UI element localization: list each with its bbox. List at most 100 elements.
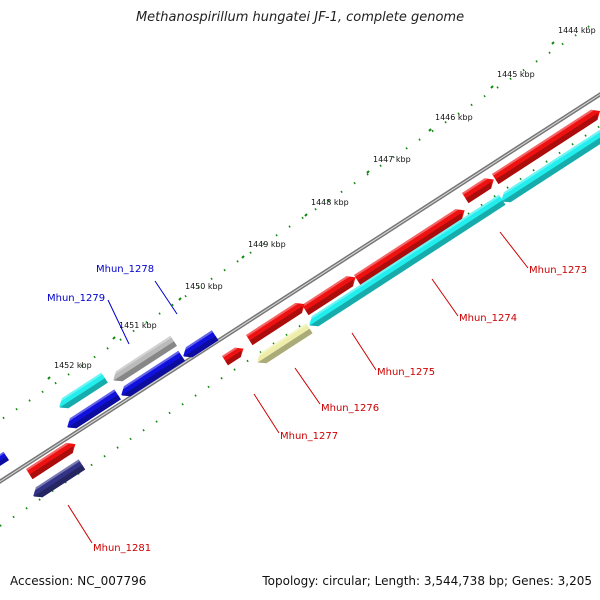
- gene-arrow-mhun-1276: [246, 302, 305, 346]
- tick-dot-lower: [285, 333, 288, 337]
- tick-dot-upper: [249, 251, 252, 254]
- tick-dot-lower: [103, 455, 106, 458]
- tick-dot-lower: [38, 498, 41, 501]
- tick-label: 1447 kbp: [373, 155, 411, 164]
- gene-arrow-blue-1279: [121, 350, 185, 397]
- tick-dot-lower: [480, 203, 483, 207]
- tick-dot-upper: [444, 121, 447, 124]
- tick-dot-lower: [584, 134, 587, 137]
- gene-arrow-cyan-left: [59, 372, 108, 409]
- genome-summary-text: Topology: circular; Length: 3,544,738 bp…: [262, 574, 592, 588]
- tick-dot-upper: [392, 155, 395, 159]
- tick-dot-upper: [483, 94, 486, 98]
- gene-label: Mhun_1276: [321, 403, 379, 414]
- tick-dot-lower: [116, 446, 119, 449]
- tick-dot-upper: [327, 199, 330, 202]
- tick-dot-upper: [15, 407, 18, 411]
- tick-dot-upper: [561, 42, 564, 46]
- tick-dot-lower: [597, 125, 600, 129]
- tick-dot-lower: [493, 195, 496, 198]
- tick-dot-lower: [90, 463, 93, 467]
- tick-dot-lower: [545, 160, 548, 163]
- tick-dot-upper: [340, 190, 343, 194]
- tick-dot-upper: [28, 399, 31, 402]
- gene-arrow-mhun-1275: [302, 276, 356, 316]
- tick-dot-upper: [275, 234, 278, 237]
- gene-label-leader: [351, 332, 377, 371]
- tick-dot-upper: [496, 86, 499, 89]
- tick-dot-lower: [12, 515, 15, 519]
- tick-dot-upper: [366, 173, 369, 176]
- tick-dot-upper: [236, 260, 239, 263]
- gene-arrow-gray: [113, 335, 177, 382]
- tick-label: 1444 kbp: [558, 26, 596, 35]
- tick-dot-lower: [155, 420, 158, 423]
- tick-dot-lower: [181, 403, 184, 406]
- tick-dot-lower: [272, 342, 275, 345]
- tick-dot-lower: [571, 143, 574, 146]
- tick-dot-upper: [574, 34, 577, 37]
- tick-dot-upper: [2, 416, 5, 420]
- tick-dot-upper: [210, 277, 213, 281]
- tick-mark: [47, 376, 51, 380]
- tick-dot-upper: [171, 303, 174, 307]
- gene-label: Mhun_1277: [280, 431, 338, 442]
- gene-label: Mhun_1273: [529, 265, 587, 276]
- gene-arrow-mhun-1274a: [462, 178, 494, 204]
- gene-arrow-yellow: [257, 323, 313, 364]
- tick-dot-upper: [431, 129, 434, 133]
- gene-label: Mhun_1279: [47, 293, 105, 304]
- tick-dot-lower: [532, 169, 535, 172]
- tick-dot-upper: [132, 329, 135, 333]
- tick-dot-upper: [184, 294, 187, 298]
- gene-label-leader: [499, 231, 529, 269]
- map-title: Methanospirillum hungatei JF-1, complete…: [135, 10, 465, 25]
- tick-dot-upper: [587, 25, 590, 28]
- tick-dot-upper: [457, 112, 460, 115]
- tick-label: 1446 kbp: [435, 113, 473, 122]
- tick-dot-upper: [197, 286, 200, 289]
- accession-text: Accession: NC_007796: [10, 574, 147, 588]
- gene-arrow-navy: [33, 459, 86, 498]
- tick-dot-lower: [246, 359, 249, 363]
- gene-label: Mhun_1278: [96, 264, 154, 275]
- gene-label-leader: [294, 367, 321, 405]
- tick-mark: [241, 255, 245, 259]
- tick-mark: [551, 41, 555, 45]
- tick-dot-lower: [519, 177, 522, 181]
- tick-dot-lower: [64, 481, 67, 484]
- gene-label-leader: [253, 393, 280, 434]
- tick-dot-lower: [168, 411, 171, 415]
- tick-dot-upper: [522, 68, 525, 72]
- gene-label-leader: [154, 280, 178, 315]
- tick-mark: [178, 297, 182, 301]
- tick-dot-lower: [298, 325, 301, 328]
- tick-dot-upper: [353, 181, 356, 185]
- tick-dot-upper: [93, 355, 96, 359]
- tick-mark: [112, 336, 116, 340]
- gene-arrow-mhun-1281: [26, 442, 76, 480]
- tick-mark: [428, 128, 432, 132]
- gene-arrow-cyan-upper: [501, 129, 600, 203]
- gene-arrow-mhun-1277: [222, 347, 244, 366]
- tick-dot-lower: [558, 151, 561, 155]
- tick-dot-upper: [548, 51, 551, 54]
- gene-arrow-blue-left: [67, 389, 121, 429]
- tick-dot-lower: [194, 394, 197, 397]
- gene-label: Mhun_1275: [377, 367, 435, 378]
- tick-dot-upper: [418, 138, 421, 141]
- tick-dot-lower: [207, 385, 210, 389]
- tick-dot-lower: [259, 351, 262, 354]
- tick-label: 1450 kbp: [185, 282, 223, 291]
- tick-dot-upper: [379, 164, 382, 167]
- tick-dot-upper: [67, 373, 70, 376]
- tick-label: 1452 kbp: [54, 361, 92, 370]
- tick-dot-lower: [25, 507, 28, 510]
- tick-dot-upper: [314, 207, 317, 211]
- gene-arrow-mhun-1274: [354, 209, 465, 286]
- tick-dot-upper: [158, 312, 161, 315]
- gene-arrow-blue-edge: [0, 451, 9, 466]
- tick-mark: [366, 170, 370, 174]
- tick-dot-upper: [301, 216, 304, 220]
